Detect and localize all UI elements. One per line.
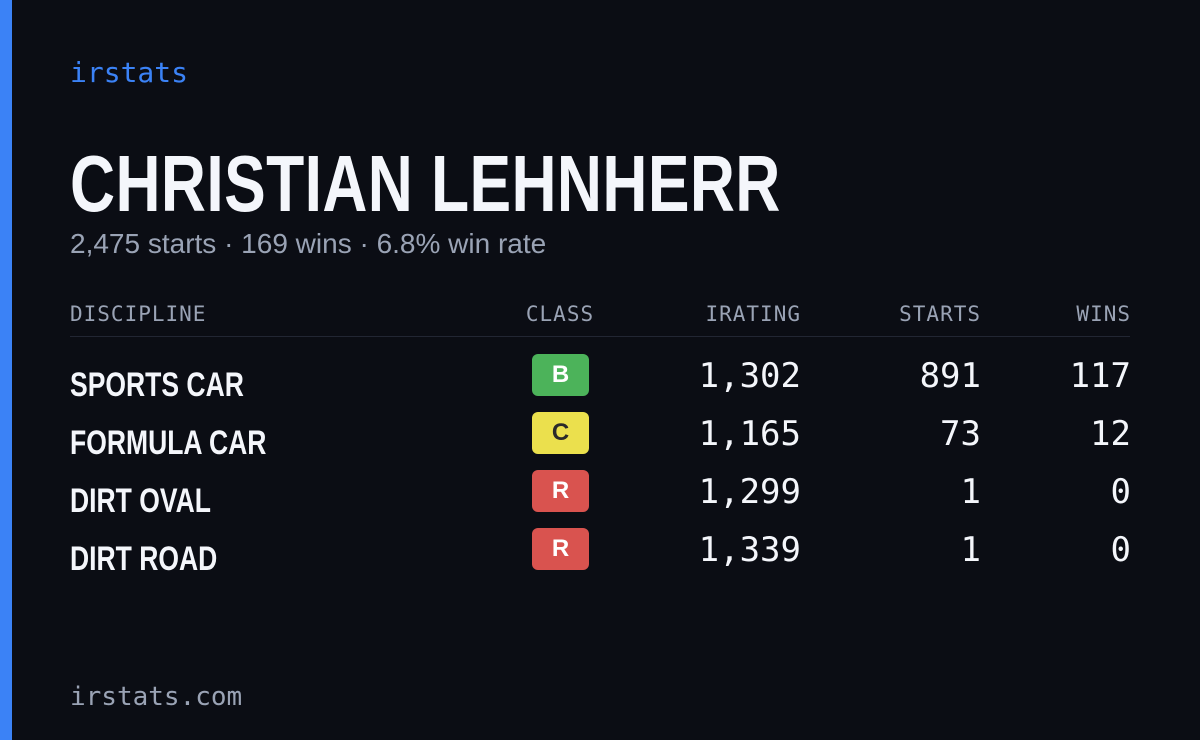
accent-bar — [0, 0, 12, 740]
wins: 0 — [1110, 472, 1131, 512]
footer: irstats.com — [70, 682, 243, 712]
class-badge: R — [532, 528, 589, 570]
class-badge: B — [532, 354, 589, 396]
starts: 1 — [960, 530, 981, 570]
irating: 1,165 — [698, 414, 801, 454]
starts: 73 — [940, 414, 981, 454]
discipline: DIRT ROAD — [70, 540, 218, 578]
starts: 1 — [960, 472, 981, 512]
wins: 117 — [1069, 356, 1131, 396]
header-wins: WINS — [1076, 302, 1131, 326]
header-discipline: DISCIPLINE — [70, 302, 207, 326]
driver-name: CHRISTIAN LEHNHERR — [70, 139, 781, 228]
header-rule — [70, 336, 1130, 337]
irating: 1,339 — [698, 530, 801, 570]
wins: 0 — [1110, 530, 1131, 570]
discipline: FORMULA CAR — [70, 424, 267, 462]
header-starts: STARTS — [899, 302, 981, 326]
brand: irstats — [70, 56, 189, 89]
discipline: SPORTS CAR — [70, 366, 244, 404]
header-irating: IRATING — [705, 302, 801, 326]
irating: 1,302 — [698, 356, 801, 396]
driver-summary: 2,475 starts · 169 wins · 6.8% win rate — [70, 228, 547, 259]
class-badge: C — [532, 412, 589, 454]
discipline: DIRT OVAL — [70, 482, 211, 520]
wins: 12 — [1090, 414, 1131, 454]
irating: 1,299 — [698, 472, 801, 512]
header-class: CLASS — [525, 302, 595, 326]
class-badge: R — [532, 470, 589, 512]
starts: 891 — [919, 356, 981, 396]
